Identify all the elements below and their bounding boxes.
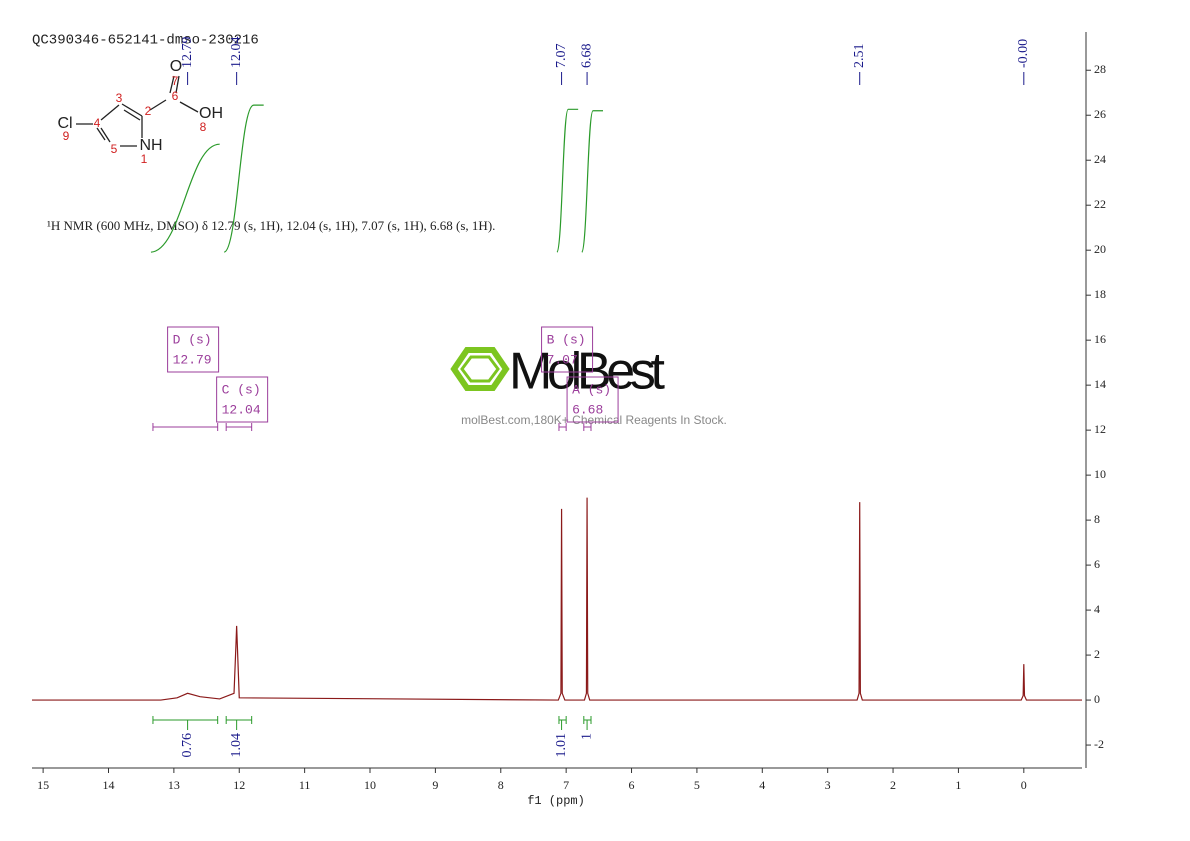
atom: Cl bbox=[57, 115, 72, 132]
y-tick-label: 2 bbox=[1094, 647, 1100, 661]
watermark-tagline: molBest.com,180K+ Chemical Reagents In S… bbox=[461, 413, 727, 427]
atom-number: 9 bbox=[63, 129, 70, 143]
x-tick-label: 15 bbox=[37, 778, 49, 792]
multiplet-shift: 12.79 bbox=[173, 352, 212, 367]
integral-curve bbox=[150, 143, 220, 253]
annotation: ¹H NMR (600 MHz, DMSO) δ 12.79 (s, 1H), … bbox=[47, 218, 495, 233]
spectrum-line bbox=[32, 497, 1082, 701]
integral-curve bbox=[556, 108, 579, 253]
atom-number: 8 bbox=[200, 120, 207, 134]
x-tick-label: 10 bbox=[364, 778, 376, 792]
y-tick-label: 28 bbox=[1094, 62, 1106, 76]
peak-label: 12.79 bbox=[180, 37, 195, 69]
atom-number: 4 bbox=[94, 116, 101, 130]
multiplet-shift: 6.68 bbox=[572, 402, 603, 417]
bond bbox=[169, 75, 175, 94]
atom-number: 7 bbox=[172, 74, 179, 88]
bond bbox=[123, 109, 141, 121]
y-tick-label: 16 bbox=[1094, 332, 1106, 346]
y-tick-label: 6 bbox=[1094, 557, 1100, 571]
y-tick-label: 22 bbox=[1094, 197, 1106, 211]
y-tick-label: 4 bbox=[1094, 602, 1100, 616]
x-tick-label: 13 bbox=[168, 778, 180, 792]
y-tick-label: 26 bbox=[1094, 107, 1106, 121]
peak-label: -0.00 bbox=[1016, 39, 1031, 68]
atom-number: 1 bbox=[141, 152, 148, 166]
multiplet-shift: 12.04 bbox=[222, 402, 261, 417]
integral-curve bbox=[223, 104, 264, 253]
atom-number: 5 bbox=[111, 142, 118, 156]
multiplet-label: A (s) bbox=[572, 382, 611, 397]
bond bbox=[96, 127, 106, 141]
multiplet-label: C (s) bbox=[222, 382, 261, 397]
molecule bbox=[76, 75, 199, 147]
x-axis-label: f1 (ppm) bbox=[527, 794, 585, 808]
y-tick-label: 12 bbox=[1094, 422, 1106, 436]
logo bbox=[450, 347, 510, 391]
x-tick-label: 1 bbox=[955, 778, 961, 792]
x-tick-label: 4 bbox=[759, 778, 765, 792]
integral-label: 0.76 bbox=[180, 733, 195, 758]
peak-label: 2.51 bbox=[852, 44, 867, 69]
peak-label: 7.07 bbox=[554, 44, 569, 69]
logo bbox=[460, 355, 500, 383]
atom-number: 6 bbox=[172, 89, 179, 103]
x-tick-label: 12 bbox=[233, 778, 245, 792]
multiplet-label: B (s) bbox=[547, 332, 586, 347]
bond bbox=[179, 101, 199, 113]
atom: NH bbox=[139, 137, 162, 154]
atom-number: 2 bbox=[145, 104, 152, 118]
bond bbox=[100, 104, 120, 121]
x-tick-label: 14 bbox=[102, 778, 114, 792]
chart-title: QC390346-652141-dmso-230216 bbox=[32, 33, 259, 49]
integral-label: 1 bbox=[579, 733, 594, 740]
y-tick-label: 10 bbox=[1094, 467, 1106, 481]
multiplet-shift: 7.07 bbox=[547, 352, 578, 367]
y-tick-label: 14 bbox=[1094, 377, 1106, 391]
integral-label: 1.04 bbox=[229, 733, 244, 758]
peak-label: 6.68 bbox=[579, 44, 594, 69]
x-tick-label: 11 bbox=[299, 778, 311, 792]
x-tick-label: 6 bbox=[629, 778, 635, 792]
y-tick-label: 18 bbox=[1094, 287, 1106, 301]
x-tick-label: 3 bbox=[825, 778, 831, 792]
multiplet-box bbox=[541, 326, 594, 373]
x-tick-label: 8 bbox=[498, 778, 504, 792]
y-tick-label: 20 bbox=[1094, 242, 1106, 256]
y-tick-label: 0 bbox=[1094, 692, 1100, 706]
bond bbox=[149, 99, 167, 111]
multiplet-box bbox=[216, 376, 269, 423]
peak-label: 12.04 bbox=[229, 37, 244, 69]
y-tick-label: 8 bbox=[1094, 512, 1100, 526]
multiplet-box bbox=[167, 326, 220, 373]
atom-number: 3 bbox=[116, 91, 123, 105]
atom: O bbox=[170, 58, 182, 75]
bond bbox=[100, 127, 111, 143]
y-tick-label: 24 bbox=[1094, 152, 1106, 166]
integral-curve bbox=[581, 110, 603, 253]
x-tick-label: 7 bbox=[563, 778, 569, 792]
bond bbox=[175, 75, 180, 94]
x-tick-label: 2 bbox=[890, 778, 896, 792]
multiplet-box bbox=[566, 376, 619, 423]
atom: OH bbox=[199, 105, 223, 122]
x-tick-label: 0 bbox=[1021, 778, 1027, 792]
x-tick-label: 5 bbox=[694, 778, 700, 792]
integral-label: 1.01 bbox=[554, 733, 569, 758]
bond bbox=[121, 103, 143, 117]
x-tick-label: 9 bbox=[432, 778, 438, 792]
y-tick-label: -2 bbox=[1094, 737, 1104, 751]
multiplet-label: D (s) bbox=[173, 332, 212, 347]
